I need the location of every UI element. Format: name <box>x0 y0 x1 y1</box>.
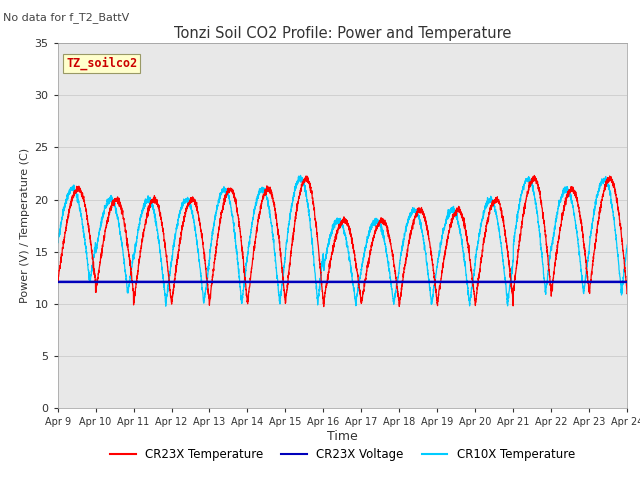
Text: No data for f_T2_BattV: No data for f_T2_BattV <box>3 12 129 23</box>
X-axis label: Time: Time <box>327 430 358 443</box>
Y-axis label: Power (V) / Temperature (C): Power (V) / Temperature (C) <box>20 148 30 303</box>
Legend: CR23X Temperature, CR23X Voltage, CR10X Temperature: CR23X Temperature, CR23X Voltage, CR10X … <box>105 444 580 466</box>
Title: Tonzi Soil CO2 Profile: Power and Temperature: Tonzi Soil CO2 Profile: Power and Temper… <box>173 25 511 41</box>
Text: TZ_soilco2: TZ_soilco2 <box>66 57 138 70</box>
